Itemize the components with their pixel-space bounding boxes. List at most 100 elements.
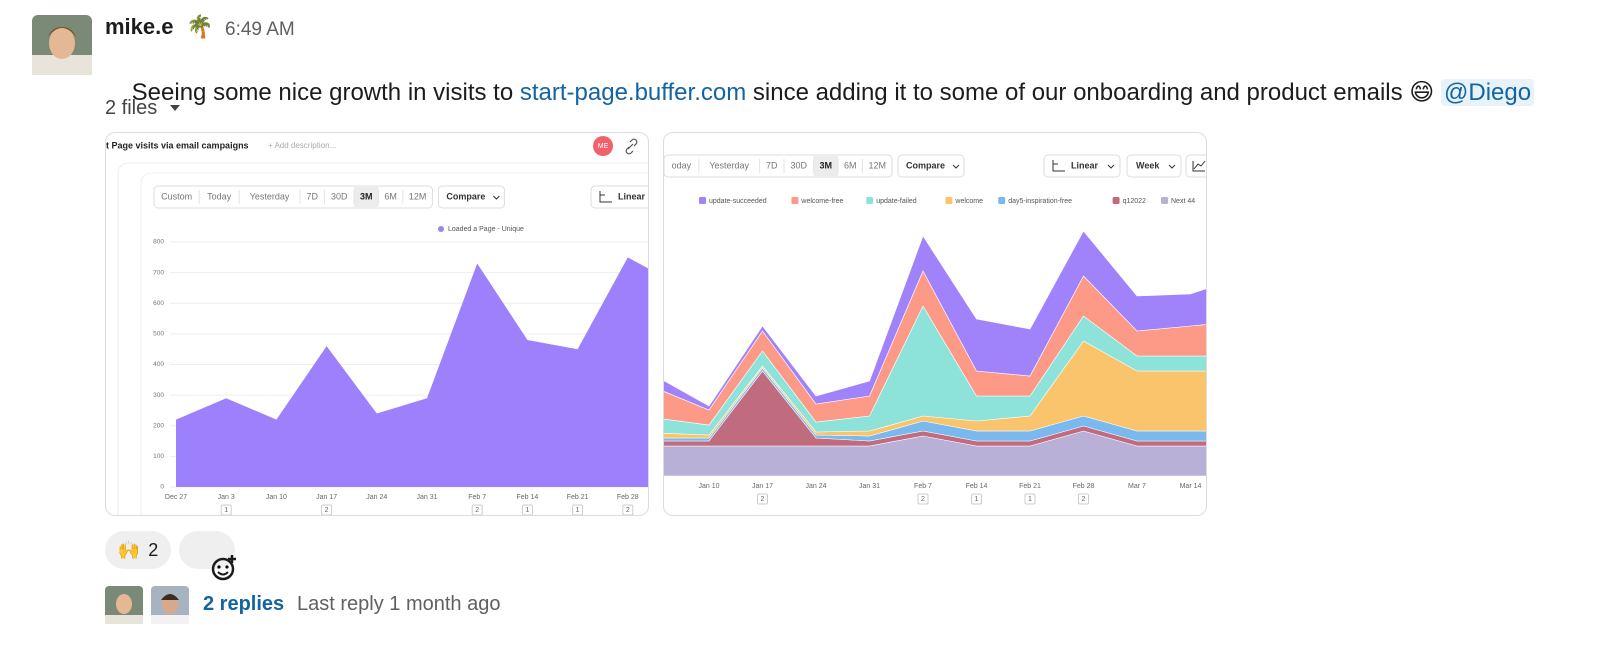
reaction-count: 2 (148, 539, 159, 560)
legend-label: update-failed (876, 198, 917, 205)
annotation-box[interactable] (521, 504, 533, 515)
annotation-count: 1 (525, 507, 529, 514)
annotation-count: 1 (975, 496, 979, 503)
x-tick-label: Feb 28 (1073, 483, 1095, 490)
range-button[interactable]: 30D (791, 160, 808, 170)
caret (952, 164, 960, 169)
x-tick-label: Feb 7 (468, 494, 486, 501)
legend-label: Loaded a Page - Unique (448, 226, 524, 233)
last-reply: Last reply 1 month ago (297, 593, 501, 615)
legend-marker (866, 197, 874, 204)
x-tick-label: Jan 3 (218, 494, 235, 501)
x-tick-label: Jan 17 (752, 483, 773, 490)
annotation-box[interactable] (1078, 493, 1089, 505)
x-tick-label: Mar 7 (1128, 483, 1146, 490)
legend-marker (1161, 197, 1168, 204)
range-button[interactable]: 7D (766, 160, 778, 170)
avatar[interactable] (32, 15, 92, 75)
range-button[interactable]: Custom (161, 191, 192, 201)
annotation-count: 2 (1082, 496, 1086, 503)
range-group (664, 154, 893, 178)
x-tick-label: Feb 21 (567, 494, 589, 501)
annotation-count: 1 (1028, 496, 1032, 503)
panel (117, 162, 648, 515)
reaction[interactable]: 🙌 2 (105, 531, 171, 569)
reply-avatar[interactable] (151, 586, 189, 624)
x-tick-label: Mar 14 (1180, 483, 1202, 490)
range-button[interactable]: 7D (306, 191, 318, 201)
x-tick-label: Feb 21 (1019, 483, 1041, 490)
area (176, 257, 648, 487)
replies-link[interactable]: 2 replies (203, 593, 285, 615)
text: Seeing some nice growth in visits to (131, 79, 520, 106)
timestamp[interactable]: 6:49 AM (225, 19, 295, 40)
chart-title: t Page visits via email campaigns (106, 140, 249, 150)
y-tick-label: 400 (153, 361, 164, 368)
file-image[interactable]: oday Yesterday 7D 30D 3M 6M 12M Compare Linear We… (663, 132, 1207, 516)
annotation-count: 1 (224, 507, 228, 514)
range-button[interactable]: 6M (384, 191, 397, 201)
compare-label: Compare (446, 191, 485, 201)
range-button[interactable]: 3M (360, 191, 373, 201)
x-tick-label: Jan 24 (805, 483, 826, 490)
y-tick-label: 500 (153, 331, 164, 338)
legend-label: q12022 (1123, 198, 1146, 205)
legend-marker (791, 197, 799, 204)
reaction-emoji: 🙌 (117, 539, 141, 560)
file-image[interactable]: t Page visits via email campaigns + Add d… (105, 132, 649, 516)
annotation-box[interactable] (321, 504, 333, 515)
chart: t Page visits via email campaigns + Add d… (106, 136, 648, 515)
range-button[interactable]: oday (672, 160, 692, 170)
reply-avatar[interactable] (105, 586, 143, 624)
description: + Add description... (268, 141, 336, 150)
annotation-box[interactable] (757, 493, 768, 505)
range-selected (354, 187, 379, 207)
files-toggle[interactable]: 2 files (105, 97, 181, 120)
annotation-box[interactable] (572, 504, 584, 515)
range-button[interactable]: Today (207, 191, 232, 201)
annotation-box[interactable] (220, 504, 232, 515)
x-tick-label: Feb 28 (617, 494, 639, 501)
annotation-box[interactable] (622, 504, 634, 515)
caret (169, 105, 180, 111)
caret (1168, 164, 1176, 169)
interval-button[interactable] (1126, 154, 1182, 178)
legend-label: welcome-free (800, 198, 843, 205)
x-tick-label: Feb 14 (966, 483, 988, 490)
range-button[interactable]: 12M (409, 191, 427, 201)
range-button[interactable]: Yesterday (250, 191, 290, 201)
compare-label: Compare (906, 160, 945, 170)
user-badge-label: ME (598, 143, 609, 150)
panel (140, 172, 648, 515)
annotation-box[interactable] (471, 504, 483, 515)
user-badge (593, 136, 613, 156)
range-button[interactable]: 3M (820, 160, 833, 170)
x-tick-label: Jan 10 (698, 483, 719, 490)
legend-marker (945, 197, 953, 204)
annotation-box[interactable] (1024, 493, 1036, 505)
legend-marker (998, 197, 1006, 204)
annotation-count: 2 (761, 496, 765, 503)
range-button[interactable]: Yesterday (709, 160, 749, 170)
range-button[interactable]: 12M (868, 160, 886, 170)
y-tick-label: 200 (153, 422, 164, 429)
interval-label: Week (1136, 160, 1160, 170)
annotation-count: 2 (325, 507, 329, 514)
range-button[interactable]: 6M (844, 160, 857, 170)
legend-marker (699, 197, 706, 204)
link[interactable]: start-page.buffer.com (519, 79, 747, 106)
mention[interactable]: @Diego (1441, 79, 1535, 106)
compare-button[interactable] (437, 185, 505, 209)
y-tick-label: 100 (153, 453, 164, 460)
author-name[interactable]: mike.e (105, 14, 174, 39)
annotation-box[interactable] (971, 493, 982, 505)
range-button[interactable]: 30D (331, 191, 348, 201)
axis-icon (1052, 160, 1065, 172)
link-icon (625, 138, 638, 155)
annotation-box[interactable] (917, 493, 929, 505)
compare-button[interactable] (897, 154, 965, 178)
range-selected (813, 156, 838, 176)
y-tick-label: 700 (153, 269, 164, 276)
add-reaction[interactable] (179, 531, 236, 581)
